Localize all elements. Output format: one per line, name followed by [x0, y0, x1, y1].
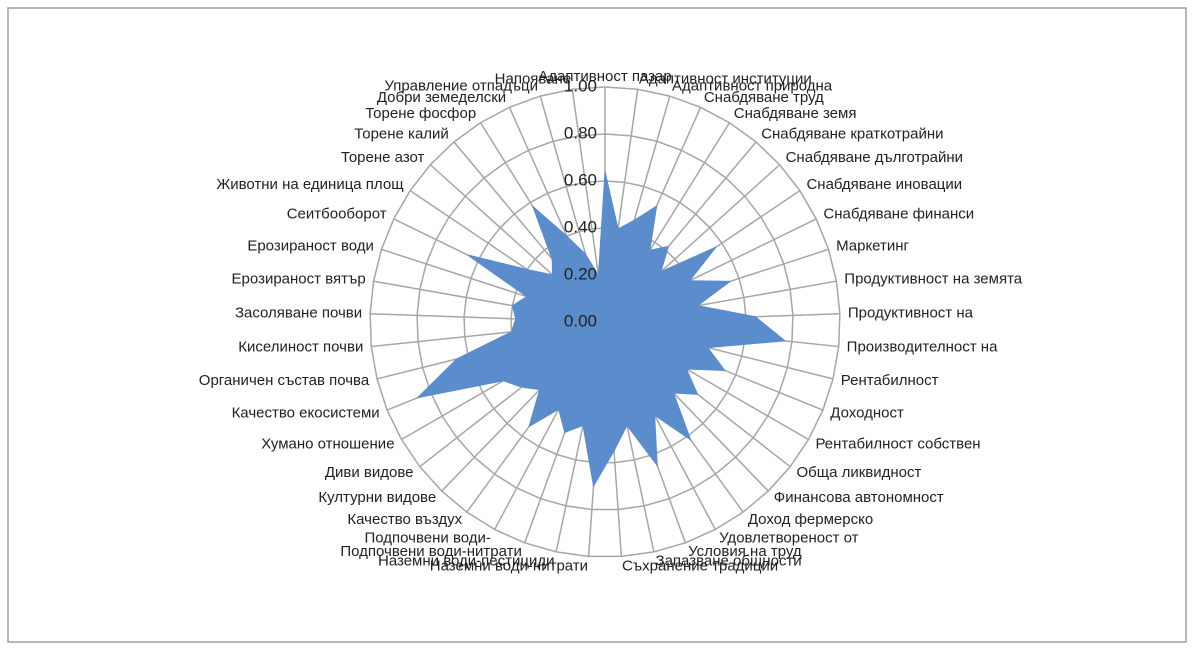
category-label: Торене азот [341, 149, 425, 166]
category-label: Наземни води-нитрати [430, 557, 588, 574]
category-label: Диви видове [325, 464, 414, 481]
category-label: Обща ликвидност [796, 464, 921, 481]
category-label: Снабдяване иновации [806, 176, 962, 193]
r-tick-label: 1.00 [564, 76, 597, 95]
category-label: Подпочвени води- [364, 529, 490, 546]
category-label: Доход фермерско [748, 511, 873, 528]
radar-area [416, 171, 787, 488]
category-label: Производителност на [847, 339, 998, 356]
category-label: Снабдяване труд [704, 89, 824, 106]
r-tick-label: 0.80 [564, 123, 597, 142]
category-label: Качество въздух [347, 511, 462, 528]
category-label: Торене фосфор [365, 105, 476, 122]
category-label: Продуктивност на [848, 304, 974, 321]
category-label: Маркетинг [836, 237, 909, 254]
category-label: Продуктивност на земята [844, 270, 1022, 287]
category-label: Качество екосистеми [232, 405, 380, 422]
grid-ring [369, 86, 841, 558]
category-label: Съхранение традиции [622, 557, 778, 574]
category-label: Ерозираност вятър [232, 270, 366, 287]
category-label: Засоляване почви [235, 304, 362, 321]
category-label: Удовлетвореност от [719, 529, 859, 546]
r-tick-label: 0.20 [564, 264, 597, 283]
grid-ring [416, 133, 794, 511]
category-label: Подпочвени води-нитрати [340, 543, 522, 560]
category-label: Снабдяване финанси [823, 206, 974, 223]
category-label: Адаптивност институции [639, 70, 812, 87]
category-label: Киселиност почви [238, 339, 363, 356]
category-label: Торене калий [354, 125, 449, 142]
category-label: Животни на единица площ [216, 176, 403, 193]
category-label: Рентабилност [841, 372, 939, 389]
category-label: Адаптивност пазар [538, 68, 671, 85]
category-label: Снабдяване земя [734, 105, 857, 122]
r-tick-label: 0.40 [564, 217, 597, 236]
category-label: Наземни води-пестициди [378, 553, 554, 570]
category-label: Снабдяване краткотрайни [761, 125, 943, 142]
category-label: Условия на труд [688, 543, 802, 560]
category-label: Органичен състав почва [199, 372, 370, 389]
category-label: Напояване [495, 70, 572, 87]
category-label: Рентабилност собствен [815, 435, 980, 452]
category-label: Управление отпадъци [384, 77, 538, 94]
category-label: Запазване общности [656, 553, 802, 570]
r-tick-label: 0.60 [564, 170, 597, 189]
category-label: Културни видове [318, 489, 436, 506]
category-label: Снабдяване дълготрайни [786, 149, 964, 166]
category-label: Хумано отношение [261, 435, 394, 452]
category-label: Ерозираност води [247, 237, 374, 254]
category-label: Сеитбооборот [287, 206, 387, 223]
category-label: Финансова автономност [774, 489, 944, 506]
r-tick-label: 0.00 [564, 311, 597, 330]
category-label: Добри земеделски [377, 89, 506, 106]
category-label: Адаптивност природна [672, 77, 833, 94]
category-label: Доходност [830, 405, 904, 422]
